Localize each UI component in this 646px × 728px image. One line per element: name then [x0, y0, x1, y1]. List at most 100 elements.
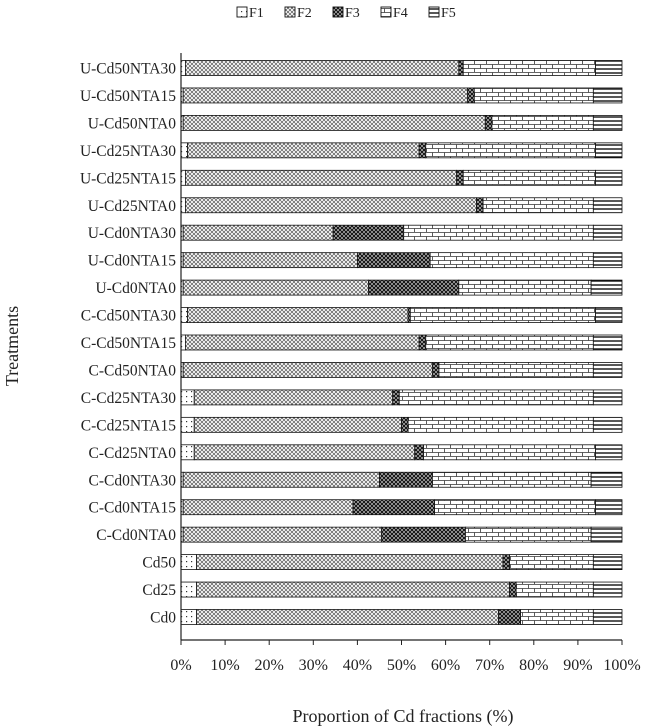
y-tick-label: U-Cd50NTA30	[80, 61, 176, 78]
bar-f3-c-cd50nta0	[431, 362, 440, 378]
bar-f5-c-cd25nta0	[595, 444, 623, 461]
bar-f1-cd25	[180, 581, 197, 598]
x-tick-label: 80%	[519, 657, 548, 674]
legend-label-f3: F3	[345, 6, 360, 21]
bar-f5-u-cd25nta30	[595, 142, 623, 159]
bar-f5-u-cd50nta30	[595, 60, 623, 76]
bar-f2-cd50	[196, 554, 504, 570]
bar-f3-u-cd0nta15	[356, 252, 431, 269]
bar-f4-u-cd50nta30	[462, 60, 596, 76]
bar-f4-c-cd0nta0	[465, 526, 592, 543]
bar-f3-u-cd25nta15	[456, 169, 464, 186]
bar-f5-cd25	[592, 581, 623, 598]
bar-f4-u-cd25nta15	[462, 169, 596, 186]
y-tick-label: C-Cd0NTA15	[89, 500, 177, 517]
bar-f2-cd0	[196, 609, 499, 625]
bar-f4-c-cd25nta15	[407, 416, 594, 433]
bar-f4-c-cd0nta30	[431, 471, 592, 488]
legend-label-f5: F5	[441, 6, 456, 21]
legend: F1 F2 F3 F4 F5	[236, 6, 456, 21]
bar-f5-c-cd50nta0	[592, 362, 623, 378]
bar-f4-c-cd0nta15	[434, 499, 596, 516]
y-tick-label: C-Cd0NTA30	[89, 472, 177, 489]
y-tick-label: C-Cd25NTA0	[89, 445, 177, 462]
x-tick-label: 30%	[299, 657, 328, 674]
bar-f3-u-cd25nta0	[476, 197, 484, 214]
bar-f5-c-cd0nta0	[590, 526, 623, 543]
bar-f5-c-cd25nta30	[592, 389, 623, 406]
bar-f5-u-cd0nta0	[590, 279, 623, 296]
x-tick-label: 50%	[387, 657, 416, 674]
y-tick-label: U-Cd25NTA15	[80, 170, 176, 187]
x-tick-label: 40%	[343, 657, 372, 674]
bar-f1-u-cd50nta30	[180, 60, 186, 76]
bar-f3-cd0	[498, 609, 521, 625]
bar-f3-u-cd50nta15	[467, 87, 475, 104]
bar-f4-u-cd0nta15	[429, 252, 594, 269]
bar-f5-cd50	[592, 554, 623, 570]
bar-f2-c-cd0nta30	[182, 471, 380, 488]
bar-f4-c-cd25nta0	[423, 444, 596, 461]
legend-swatch-f3	[332, 6, 344, 18]
bar-f5-u-cd50nta0	[592, 115, 623, 131]
bar-f4-u-cd25nta30	[425, 142, 596, 159]
bar-f5-c-cd0nta15	[595, 499, 623, 516]
bar-f3-c-cd25nta15	[401, 416, 409, 433]
y-tick-label: U-Cd0NTA0	[95, 280, 176, 297]
bar-f4-c-cd50nta30	[409, 307, 596, 323]
bar-f2-u-cd50nta30	[185, 60, 460, 76]
bars	[180, 60, 623, 625]
bar-f2-c-cd25nta15	[193, 416, 402, 433]
y-tick-label: C-Cd50NTA0	[89, 362, 177, 379]
y-tick-label: C-Cd50NTA15	[81, 335, 176, 352]
bar-f3-u-cd0nta30	[332, 224, 405, 241]
bar-f3-u-cd25nta30	[418, 142, 427, 159]
bar-f2-cd25	[196, 581, 510, 598]
bar-f4-u-cd0nta30	[403, 224, 594, 241]
bar-f1-c-cd50nta15	[180, 334, 186, 351]
bar-f3-c-cd0nta30	[379, 471, 433, 488]
bar-f2-c-cd0nta0	[182, 526, 383, 543]
bar-f2-c-cd25nta0	[193, 444, 416, 461]
bar-f4-cd50	[509, 554, 594, 570]
bar-f5-c-cd50nta15	[592, 334, 623, 351]
x-tick-label: 90%	[563, 657, 592, 674]
bar-f4-u-cd50nta0	[491, 115, 594, 131]
legend-swatch-f5	[428, 6, 440, 18]
bar-f2-u-cd50nta0	[182, 115, 486, 131]
y-tick-label: U-Cd0NTA30	[88, 225, 177, 242]
bar-f5-u-cd25nta0	[592, 197, 623, 214]
legend-label-f1: F1	[249, 6, 264, 21]
bar-f3-c-cd0nta15	[352, 499, 435, 516]
bar-f1-u-cd25nta0	[180, 197, 186, 214]
bar-f1-c-cd50nta30	[180, 307, 189, 323]
bar-f2-u-cd25nta15	[185, 169, 458, 186]
y-tick-label: C-Cd25NTA30	[81, 390, 176, 407]
x-tick-labels: 0% 10% 20% 30% 40% 50% 60% 70% 80% 90% 100%	[170, 640, 641, 674]
bar-f1-u-cd25nta15	[180, 169, 186, 186]
bar-f2-c-cd25nta30	[193, 389, 394, 406]
bar-f2-c-cd50nta0	[182, 362, 433, 378]
y-tick-label: C-Cd50NTA30	[81, 308, 176, 325]
bar-f1-u-cd25nta30	[180, 142, 189, 159]
bar-f2-u-cd25nta0	[185, 197, 477, 214]
bar-f1-cd50	[180, 554, 197, 570]
bar-f1-c-cd25nta0	[180, 444, 195, 461]
y-tick-label: U-Cd50NTA15	[80, 88, 176, 105]
y-tick-labels: U-Cd50NTA30 U-Cd50NTA15 U-Cd50NTA0 U-Cd25NT…	[80, 61, 176, 627]
bar-f2-u-cd25nta30	[187, 142, 420, 159]
legend-label-f4: F4	[393, 6, 408, 21]
bar-f4-cd0	[520, 609, 594, 625]
bar-f4-u-cd0nta0	[458, 279, 592, 296]
bar-f5-c-cd0nta30	[590, 471, 623, 488]
y-tick-label: U-Cd25NTA0	[88, 198, 177, 215]
bar-f2-c-cd0nta15	[182, 499, 354, 516]
bar-f5-c-cd50nta30	[595, 307, 623, 323]
bar-f4-u-cd50nta15	[473, 87, 594, 104]
bar-f4-cd25	[515, 581, 594, 598]
legend-swatch-f1	[236, 6, 248, 18]
x-tick-label: 100%	[603, 657, 640, 674]
legend-swatch-f2	[284, 6, 296, 18]
x-tick-label: 60%	[431, 657, 460, 674]
bar-f3-u-cd50nta30	[458, 60, 464, 76]
